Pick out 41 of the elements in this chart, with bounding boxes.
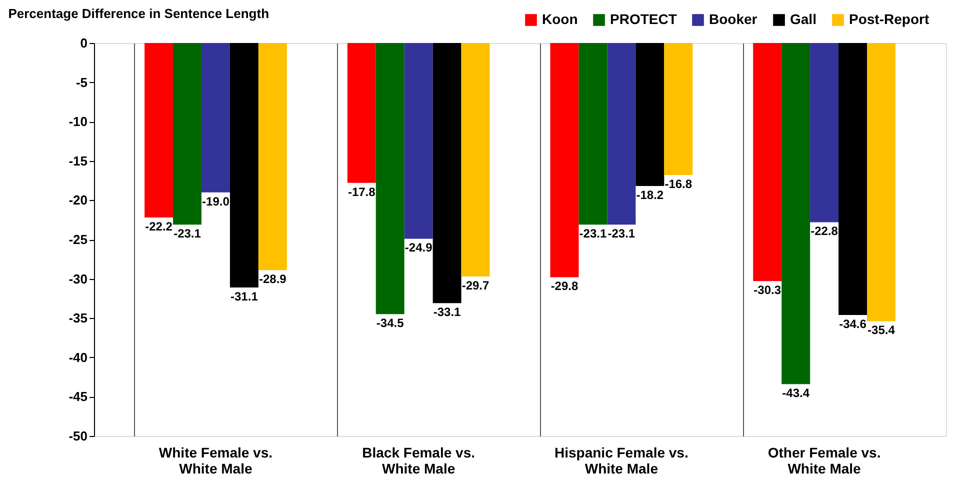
y-tick-label: -25 (68, 232, 88, 247)
text: -18.2 (636, 188, 664, 202)
text: -34.6 (839, 316, 866, 331)
text: -16.8 (664, 177, 692, 192)
y-tick-label: -45 (68, 389, 88, 404)
legend-label: Koon (542, 11, 578, 27)
y-tick-label: -35 (68, 310, 88, 326)
y-tick-label: 0 (80, 36, 88, 50)
y-tick-label: -15 (68, 153, 88, 168)
y-tick-label: -40 (68, 350, 88, 365)
text: -19.0 (202, 194, 230, 208)
text: -22.2 (145, 219, 172, 234)
text: -34.5 (376, 316, 404, 330)
y-tick-label: -30 (68, 271, 88, 286)
text: -17.8 (348, 184, 376, 199)
x-tick-label: White Female vs. White Male (158, 444, 273, 476)
x-tick-label: Other Female vs. White Male (768, 444, 881, 476)
legend-label: Booker (709, 11, 758, 27)
y-tick-label: -20 (68, 192, 88, 208)
text: -28.9 (258, 272, 286, 286)
text: -24.9 (404, 240, 432, 255)
text: -22.8 (810, 224, 838, 238)
chart-title: Percentage Difference in Sentence Length (8, 6, 270, 21)
text: -23.1 (174, 226, 201, 241)
text: -29.8 (550, 279, 578, 294)
x-tick-label: Hispanic Female vs. White Male (554, 444, 688, 476)
legend-label: Gall (790, 11, 816, 27)
y-tick-label: -5 (76, 74, 88, 90)
text: -35.4 (868, 323, 895, 338)
text: -29.7 (462, 278, 490, 292)
text: -31.1 (230, 289, 258, 304)
legend-label: Post-Report (849, 11, 930, 27)
text: -43.4 (782, 386, 810, 400)
x-tick-label: Black Female vs. White Male (362, 444, 475, 476)
text: -30.3 (754, 283, 782, 298)
y-tick-label: -50 (68, 428, 88, 444)
text: -33.1 (433, 305, 461, 320)
y-tick-label: -10 (68, 114, 88, 130)
text: -23.1 (579, 226, 607, 241)
text: -23.1 (608, 226, 636, 241)
legend-label: PROTECT (610, 11, 678, 27)
